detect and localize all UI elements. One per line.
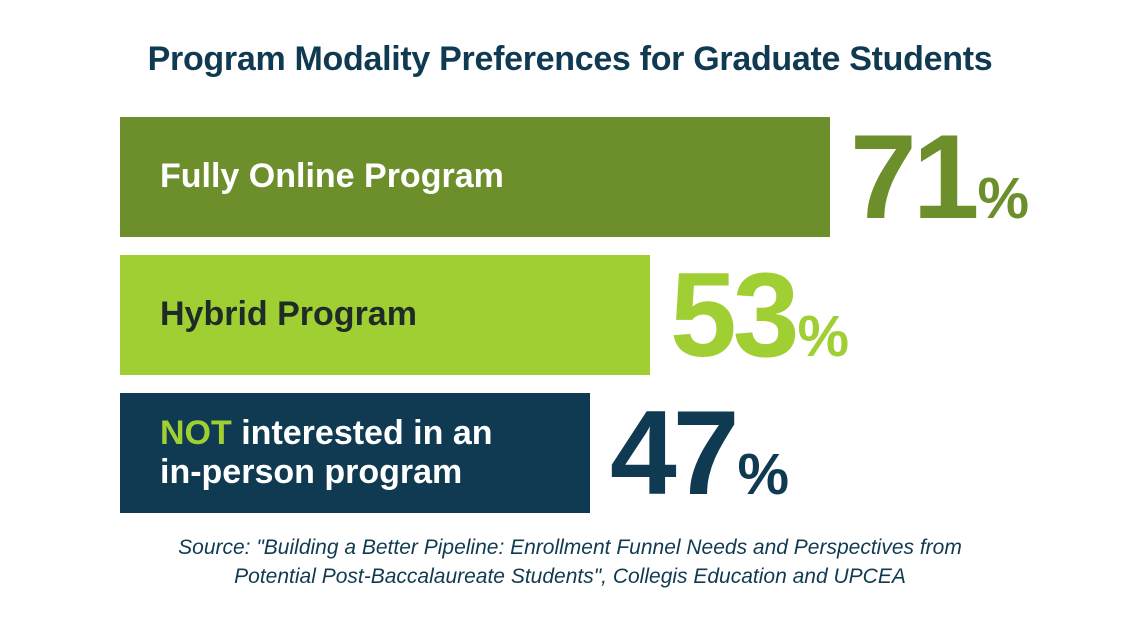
chart-container: Program Modality Preferences for Graduat… [0,0,1140,644]
percent-sign: % [977,165,1029,232]
bar-fully-online: Fully Online Program [120,117,830,237]
percent-sign: % [797,303,849,370]
bar-label: Fully Online Program [160,157,504,196]
source-citation: Source: "Building a Better Pipeline: Enr… [60,533,1080,592]
bar-row: Fully Online Program 71 % [120,117,1080,237]
value-wrap: 47 % [610,393,789,513]
bar-label: Hybrid Program [160,295,417,334]
bars-area: Fully Online Program 71 % Hybrid Program… [60,117,1080,513]
value-number: 53 [670,255,795,375]
value-number: 71 [850,117,975,237]
value-wrap: 53 % [670,255,849,375]
chart-title: Program Modality Preferences for Graduat… [60,40,1080,79]
percent-sign: % [737,441,789,508]
bar-row: Hybrid Program 53 % [120,255,1080,375]
not-emphasis: NOT [160,414,232,452]
bar-row: NOT interested in anin-person program 47… [120,393,1080,513]
bar-label: NOT interested in anin-person program [160,414,493,492]
bar-hybrid: Hybrid Program [120,255,650,375]
value-number: 47 [610,393,735,513]
value-wrap: 71 % [850,117,1029,237]
bar-not-in-person: NOT interested in anin-person program [120,393,590,513]
